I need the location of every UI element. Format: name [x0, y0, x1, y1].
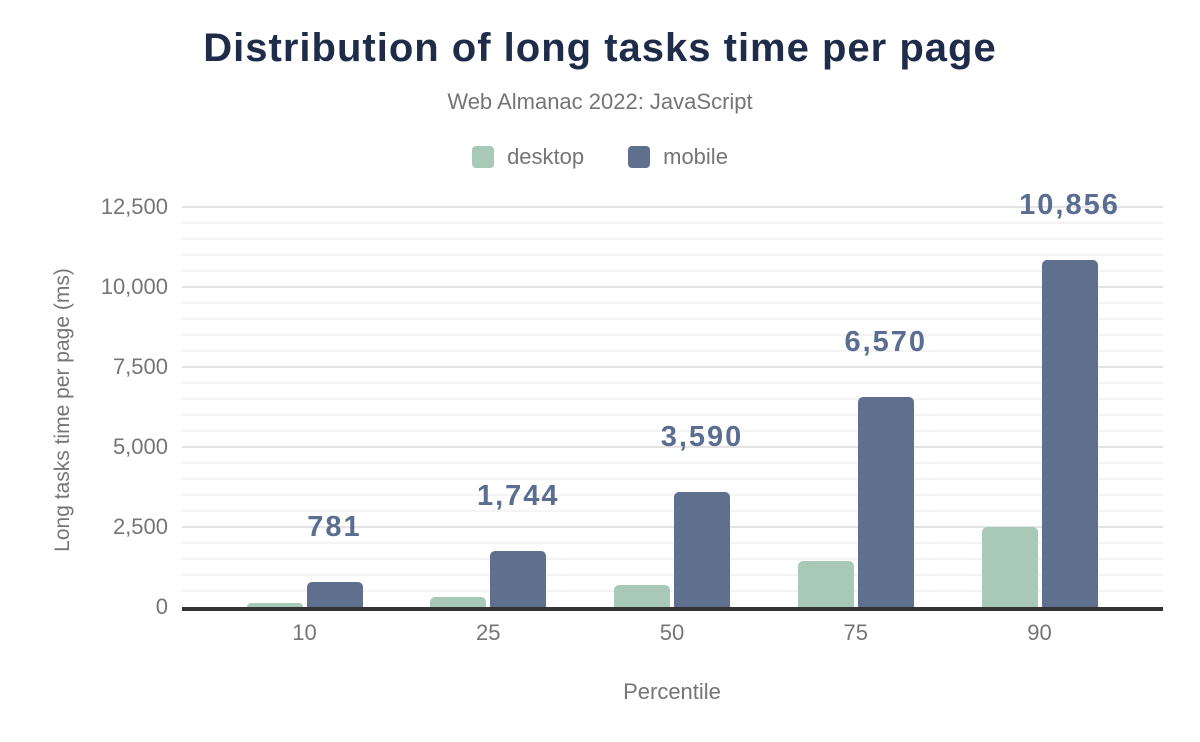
chart-title: Distribution of long tasks time per page [203, 26, 997, 70]
gridline-minor [182, 558, 1163, 560]
legend-item-mobile[interactable]: mobile [628, 144, 728, 170]
gridline-minor [182, 430, 1163, 432]
gridline-minor [182, 254, 1163, 256]
bar-value-label: 6,570 [844, 325, 928, 358]
y-tick-label: 0 [155, 594, 168, 619]
bar-value-label: 781 [307, 511, 362, 544]
bar-mobile-p10[interactable] [306, 582, 363, 607]
y-tick-label: 10,000 [100, 274, 168, 299]
mobile-legend-label: mobile [663, 144, 728, 169]
bar-desktop-p10[interactable] [246, 603, 303, 607]
gridline-minor [182, 350, 1163, 352]
gridline-minor [182, 510, 1163, 512]
x-tick-label: 50 [659, 620, 685, 645]
bar-mobile-p75[interactable] [857, 396, 914, 607]
x-tick-label: 90 [1027, 620, 1052, 645]
bar-desktop-p50[interactable] [614, 585, 670, 607]
mobile-legend-swatch-icon [628, 146, 651, 168]
bar-value-label: 1,744 [476, 480, 560, 513]
bar-value-label: 3,590 [660, 421, 744, 454]
x-axis-title: Percentile [623, 679, 721, 704]
legend: desktop mobile [0, 144, 1200, 170]
gridline-minor [182, 302, 1163, 304]
gridline-minor [182, 462, 1163, 464]
gridline-minor [182, 318, 1163, 320]
desktop-legend-label: desktop [507, 144, 585, 169]
bar-desktop-p25[interactable] [430, 596, 487, 607]
bar-desktop-p90[interactable] [981, 527, 1038, 607]
x-axis-line [182, 607, 1163, 611]
gridline-major [182, 526, 1163, 528]
gridline-minor [182, 574, 1163, 576]
chart-subtitle: Web Almanac 2022: JavaScript [447, 89, 753, 114]
gridline-minor [182, 414, 1163, 416]
gridline-minor [182, 238, 1163, 240]
desktop-legend-swatch-icon [472, 146, 495, 168]
gridline-major [182, 366, 1163, 368]
gridline-minor [182, 270, 1163, 272]
plot-area: 781 1,744 3,590 6,570 10,856 [182, 188, 1163, 611]
gridline-minor [182, 222, 1163, 224]
bar-mobile-p25[interactable] [490, 551, 547, 607]
x-tick-label: 25 [476, 620, 501, 645]
gridline-minor [182, 334, 1163, 336]
gridline-minor [182, 398, 1163, 400]
x-tick-label: 75 [843, 620, 868, 645]
y-axis-title: Long tasks time per page (ms) [51, 268, 74, 552]
gridline-minor [182, 542, 1163, 544]
x-tick-label: 10 [292, 620, 317, 645]
gridline-minor [182, 478, 1163, 480]
y-tick-label: 12,500 [100, 194, 168, 219]
gridline-minor [182, 494, 1163, 496]
bar-mobile-p90[interactable] [1041, 259, 1098, 607]
gridline-major [182, 286, 1163, 288]
y-tick-label: 2,500 [112, 514, 168, 539]
gridline-major [182, 206, 1163, 208]
y-tick-label: 7,500 [112, 354, 168, 379]
bar-value-label: 10,856 [1019, 188, 1120, 221]
gridline-minor [182, 590, 1163, 592]
bar-desktop-p75[interactable] [797, 561, 854, 607]
legend-item-desktop[interactable]: desktop [472, 144, 584, 170]
gridline-major [182, 446, 1163, 448]
gridline-minor [182, 382, 1163, 384]
bar-mobile-p50[interactable] [674, 492, 730, 607]
y-tick-label: 5,000 [112, 434, 168, 459]
